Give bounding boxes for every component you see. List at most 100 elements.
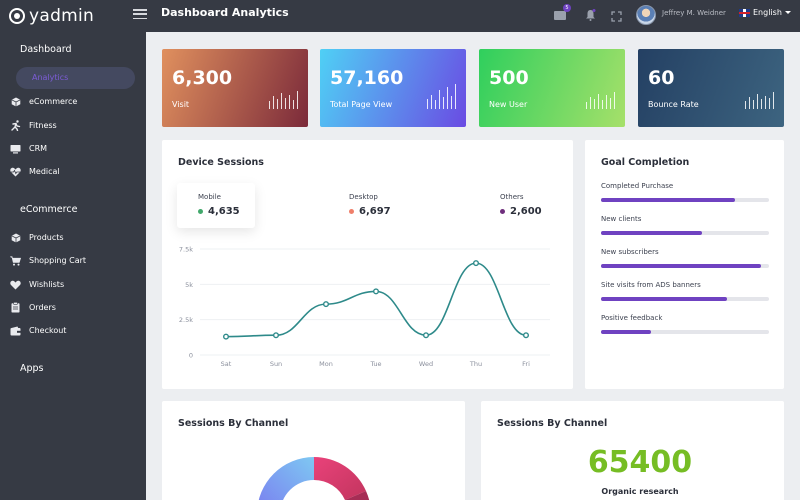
sidebar-item-label: Products [29, 233, 64, 242]
card-title: Device Sessions [178, 157, 264, 168]
brand-name: yadmin [29, 6, 95, 26]
language-label: English [753, 8, 782, 17]
sessions-total: 65400 [587, 445, 693, 480]
stat-label: Total Page View [330, 100, 393, 109]
card-title: Sessions By Channel [178, 418, 289, 429]
goal-progress-track [601, 297, 769, 301]
stat-card-visit[interactable]: 6,300 Visit [162, 49, 308, 127]
sidebar-item-label: CRM [29, 144, 48, 153]
sidebar: Dashboard Analytics eCommerce Fitness CR… [0, 32, 146, 500]
legend-value: 4,635 [208, 206, 240, 217]
legend-item-others: Others 2,600 [500, 193, 542, 217]
stat-card-bounce-rate[interactable]: 60 Bounce Rate [638, 49, 784, 127]
sparkline-icon [268, 91, 298, 109]
stat-card-total-page-view[interactable]: 57,160 Total Page View [320, 49, 466, 127]
bell-icon[interactable] [583, 8, 597, 22]
goal-item: New subscribers [601, 248, 769, 268]
cube-icon [10, 232, 21, 243]
goal-label: Completed Purchase [601, 182, 674, 190]
legend-name: Others [500, 193, 524, 201]
sparkline-icon [585, 92, 615, 109]
goal-progress-track [601, 198, 769, 202]
stat-label: Bounce Rate [648, 100, 699, 109]
stat-label: New User [489, 100, 528, 109]
card-title: Sessions By Channel [497, 418, 608, 429]
legend-dot [198, 209, 203, 214]
sidebar-item-checkout[interactable]: Checkout [10, 325, 66, 336]
goal-progress-track [601, 264, 769, 268]
goal-progress-track [601, 231, 769, 235]
sparkline-icon [426, 84, 456, 109]
wallet-icon [10, 325, 21, 336]
sidebar-item-crm[interactable]: CRM [10, 143, 47, 154]
sidebar-item-fitness[interactable]: Fitness [10, 120, 57, 131]
sidebar-item-label: Analytics [32, 73, 69, 82]
sidebar-item-label: eCommerce [29, 97, 78, 106]
heartbeat-icon [10, 166, 21, 177]
sidebar-item-medical[interactable]: Medical [10, 166, 60, 177]
sidebar-item-label: Shopping Cart [29, 256, 87, 265]
donut-slice [345, 491, 370, 500]
legend-dot [349, 209, 354, 214]
goal-item: New clients [601, 215, 769, 235]
fullscreen-icon[interactable] [609, 9, 623, 23]
goal-progress-fill [601, 231, 702, 235]
legend-value: 6,697 [359, 206, 391, 217]
mail-badge: 5 [563, 4, 571, 12]
mail-icon[interactable]: 5 [553, 4, 571, 22]
goal-label: New clients [601, 215, 642, 223]
sidebar-item-label: Checkout [29, 326, 67, 335]
goal-progress-fill [601, 264, 761, 268]
sidebar-item-shopping-cart[interactable]: Shopping Cart [10, 255, 86, 266]
device-sessions-card: Device Sessions [162, 140, 573, 389]
sidebar-item-ecommerce[interactable]: eCommerce [10, 96, 77, 107]
donut-slice [314, 457, 366, 500]
clipboard-icon [10, 302, 21, 313]
brand-logo-icon [9, 8, 25, 24]
stat-value: 6,300 [172, 67, 233, 89]
legend-name: Mobile [198, 193, 221, 201]
stat-value: 57,160 [330, 67, 404, 89]
legend-item-desktop: Desktop 6,697 [349, 193, 391, 217]
legend-item-mobile: Mobile 4,635 [198, 193, 240, 217]
user-name[interactable]: Jeffrey M. Weidner [662, 9, 726, 17]
sidebar-section-apps: Apps [20, 363, 44, 374]
sidebar-item-products[interactable]: Products [10, 232, 64, 243]
top-bar: yadmin Dashboard Analytics 5 Jeffrey M. … [0, 0, 800, 32]
sessions-by-channel-card: Sessions By Channel [162, 401, 465, 500]
legend-highlight [177, 183, 255, 228]
sidebar-item-wishlists[interactable]: Wishlists [10, 279, 64, 290]
goal-item: Site visits from ADS banners [601, 281, 769, 301]
legend-name: Desktop [349, 193, 378, 201]
menu-toggle-icon[interactable] [133, 7, 147, 21]
sessions-by-channel-summary-card: Sessions By Channel [481, 401, 784, 500]
monitor-icon [10, 143, 21, 154]
sidebar-item-label: Medical [29, 167, 60, 176]
heart-icon [10, 279, 21, 290]
donut-slice [258, 457, 314, 500]
goal-label: Site visits from ADS banners [601, 281, 701, 289]
sidebar-item-orders[interactable]: Orders [10, 302, 56, 313]
goal-progress-fill [601, 297, 727, 301]
sidebar-item-label: Fitness [29, 121, 57, 130]
sidebar-item-analytics[interactable]: Analytics [16, 67, 135, 89]
goal-label: New subscribers [601, 248, 659, 256]
main-content: 6,300 Visit 57,160 Total Page View 500 N… [146, 32, 800, 500]
stat-card-new-user[interactable]: 500 New User [479, 49, 625, 127]
sparkline-icon [744, 92, 774, 109]
goal-progress-track [601, 330, 769, 334]
stat-value: 60 [648, 67, 675, 89]
avatar[interactable] [636, 5, 656, 25]
stat-label: Visit [172, 100, 190, 109]
card-title: Goal Completion [601, 157, 690, 168]
goal-item: Completed Purchase [601, 182, 769, 202]
uk-flag-icon [739, 8, 750, 17]
stat-value: 500 [489, 67, 529, 89]
language-selector[interactable]: English [739, 8, 791, 17]
legend-dot [500, 209, 505, 214]
sidebar-section-ecommerce: eCommerce [20, 204, 78, 215]
cube-icon [10, 96, 21, 107]
goal-progress-fill [601, 198, 736, 202]
brand[interactable]: yadmin [0, 6, 146, 26]
donut-chart [258, 457, 370, 500]
